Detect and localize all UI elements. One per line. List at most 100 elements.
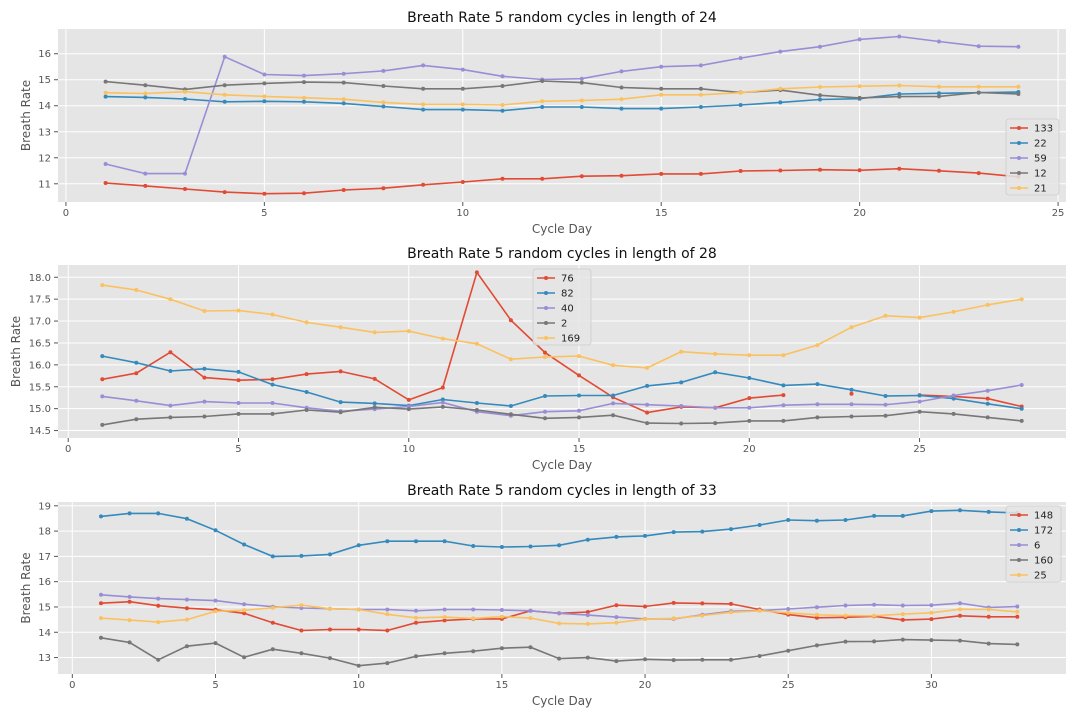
x-tick-label: 5 [261,208,267,219]
x-tick-label: 10 [352,680,365,691]
data-point [757,523,762,527]
series-21 [103,83,1021,107]
data-point [262,94,267,99]
data-point [781,393,786,398]
data-point [356,627,361,632]
data-point [843,639,848,644]
data-point [1015,609,1020,614]
data-point [713,370,718,375]
data-point [985,302,990,307]
data-point [937,39,941,44]
data-point [338,369,343,374]
data-point [168,350,173,355]
data-point [729,601,733,606]
data-point [585,613,590,618]
data-point [381,100,386,105]
data-point [440,385,445,390]
data-point [643,604,647,609]
x-axis-label: Cycle Day [532,458,592,472]
data-point [645,383,650,388]
data-point [543,355,547,359]
data-point [100,377,105,382]
data-point [579,174,584,179]
y-tick-label: 15.0 [29,404,51,415]
legend-label: 169 [561,334,580,345]
data-point [614,615,619,620]
data-point [814,518,819,523]
x-tick-label: 0 [69,680,75,691]
data-point [849,402,854,407]
data-point [883,313,888,318]
y-tick-label: 19 [38,501,51,512]
data-point [127,640,132,645]
legend: 76 82 40 2 169 [532,268,592,346]
data-point [786,648,791,653]
data-point [577,408,581,413]
data-point [700,613,705,618]
data-point [1015,642,1020,647]
data-point [222,99,227,104]
y-tick-label: 16.5 [29,338,51,349]
data-point [103,162,108,166]
x-axis-label: Cycle Day [532,222,592,236]
data-point [500,74,505,79]
x-tick-label: 15 [573,444,586,455]
data-point [900,603,905,608]
legend-label: 2 [561,319,567,330]
data-point [897,34,902,39]
grid [58,502,1066,674]
legend-box [1005,505,1062,583]
data-point [341,97,346,102]
data-point [168,297,173,302]
data-point [442,618,447,623]
data-point [883,402,888,407]
data-point [474,408,479,412]
data-point [849,391,854,396]
series-line [102,406,1022,426]
data-point [471,649,476,654]
data-point [786,607,791,611]
data-point [341,101,346,106]
data-point [213,609,218,614]
data-point [543,409,547,414]
data-point [440,400,445,405]
data-point [270,382,275,387]
data-point [698,105,703,109]
y-tick-label: 16.0 [29,360,51,371]
data-point [184,597,189,602]
data-point [917,409,922,414]
data-point [262,191,267,196]
data-point [700,529,705,534]
data-point [815,402,820,407]
data-point [500,84,505,88]
data-point [614,620,619,625]
data-point [986,607,991,612]
y-tick-label: 15 [38,602,51,613]
data-point [356,607,361,612]
data-point [814,643,819,648]
data-point [747,353,752,358]
data-point [929,610,934,615]
data-point [986,509,991,514]
data-point [236,411,241,416]
data-point [659,171,664,176]
data-point [778,86,783,91]
data-point [270,312,275,317]
data-point [508,357,513,362]
data-point [619,85,624,90]
data-point [679,380,684,385]
series-line [105,84,1019,106]
data-point [614,603,619,608]
legend-label: 40 [561,304,574,315]
data-point [729,657,733,662]
data-point [849,387,854,392]
data-point [127,594,132,599]
data-point [341,80,346,85]
data-point [713,421,718,426]
data-point [100,354,105,359]
y-tick-label: 12 [38,153,51,164]
data-point [414,608,418,613]
data-point [499,545,504,549]
data-point [659,86,664,91]
data-point [1019,383,1024,387]
